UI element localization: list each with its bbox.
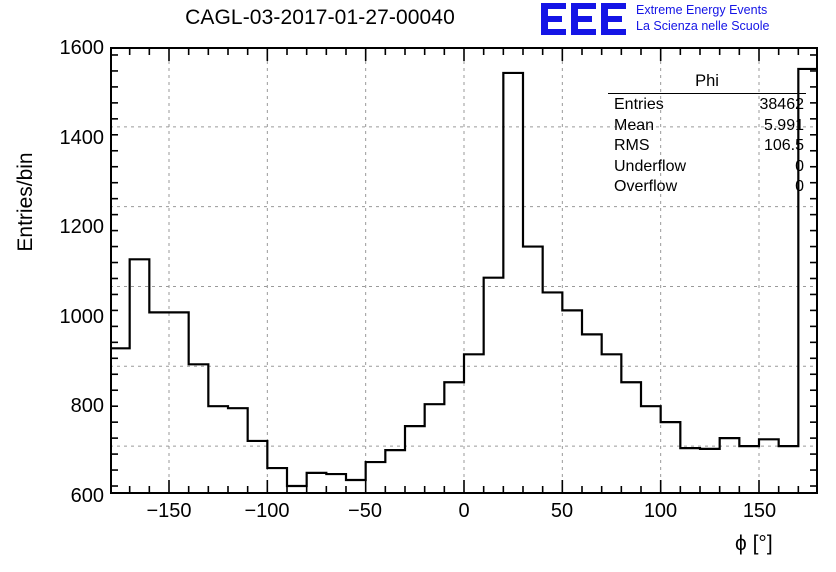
y-tick-1000: 1000 [59, 306, 105, 328]
stats-key-rms: RMS [614, 137, 650, 154]
page-title: CAGL-03-2017-01-27-00040 [185, 6, 455, 29]
stats-value-overflow: 0 [795, 178, 804, 195]
stats-title: Phi [695, 72, 719, 90]
y-tick-1200: 1200 [59, 216, 105, 238]
axis-ticks [110, 47, 818, 494]
x-axis-title: ϕ [°] [735, 532, 773, 555]
stats-value-underflow: 0 [795, 157, 804, 175]
histogram-outline [110, 67, 818, 494]
x-tick-minus50: −50 [348, 500, 382, 522]
stats-key-mean: Mean [614, 116, 655, 134]
x-tick-100: 100 [643, 500, 678, 522]
stats-row-underflow: Underflow 0 [608, 157, 806, 178]
stats-value-rms: 106.5 [763, 137, 804, 154]
eee-mark-icon [540, 2, 632, 36]
x-axis-tick-labels: −150 −100 −50 0 50 100 150 [0, 500, 836, 530]
eee-logo-line2: La Scienza nelle Scuole [636, 18, 770, 33]
stats-value-mean: 5.991 [763, 116, 804, 134]
stats-value-entries: 38462 [759, 96, 805, 113]
stats-row-overflow: Overflow 0 [608, 177, 806, 198]
x-tick-minus150: −150 [146, 500, 192, 522]
x-tick-50: 50 [550, 500, 574, 522]
stats-row-rms: RMS 106.5 [608, 136, 806, 157]
y-tick-1600: 1600 [59, 37, 105, 59]
stats-key-overflow: Overflow [614, 178, 678, 195]
x-tick-0: 0 [458, 500, 470, 522]
eee-logo-text: Extreme Energy Events La Scienza nelle S… [636, 3, 769, 34]
stats-row-mean: Mean 5.991 [608, 116, 806, 137]
y-tick-600: 600 [70, 485, 104, 507]
y-axis-tick-labels: 1600 1400 1200 1000 800 600 [0, 0, 105, 572]
stats-divider [608, 93, 806, 94]
x-tick-minus100: −100 [244, 500, 290, 522]
y-tick-1400: 1400 [59, 127, 105, 149]
y-axis-title: Entries/bin [14, 152, 37, 252]
stats-box: Phi Entries 38462 Mean 5.991 RMS 106.5 U… [608, 72, 806, 196]
plot-area [110, 47, 818, 494]
stats-key-entries: Entries [614, 96, 664, 113]
x-tick-150: 150 [742, 500, 777, 522]
y-tick-800: 800 [70, 395, 104, 417]
eee-logo-line1: Extreme Energy Events [636, 3, 768, 17]
y-axis-title-anchor: Entries/bin [0, 0, 37, 251]
stats-key-underflow: Underflow [614, 157, 687, 175]
stats-row-entries: Entries 38462 [608, 95, 806, 116]
eee-logo: Extreme Energy Events La Scienza nelle S… [540, 2, 836, 40]
